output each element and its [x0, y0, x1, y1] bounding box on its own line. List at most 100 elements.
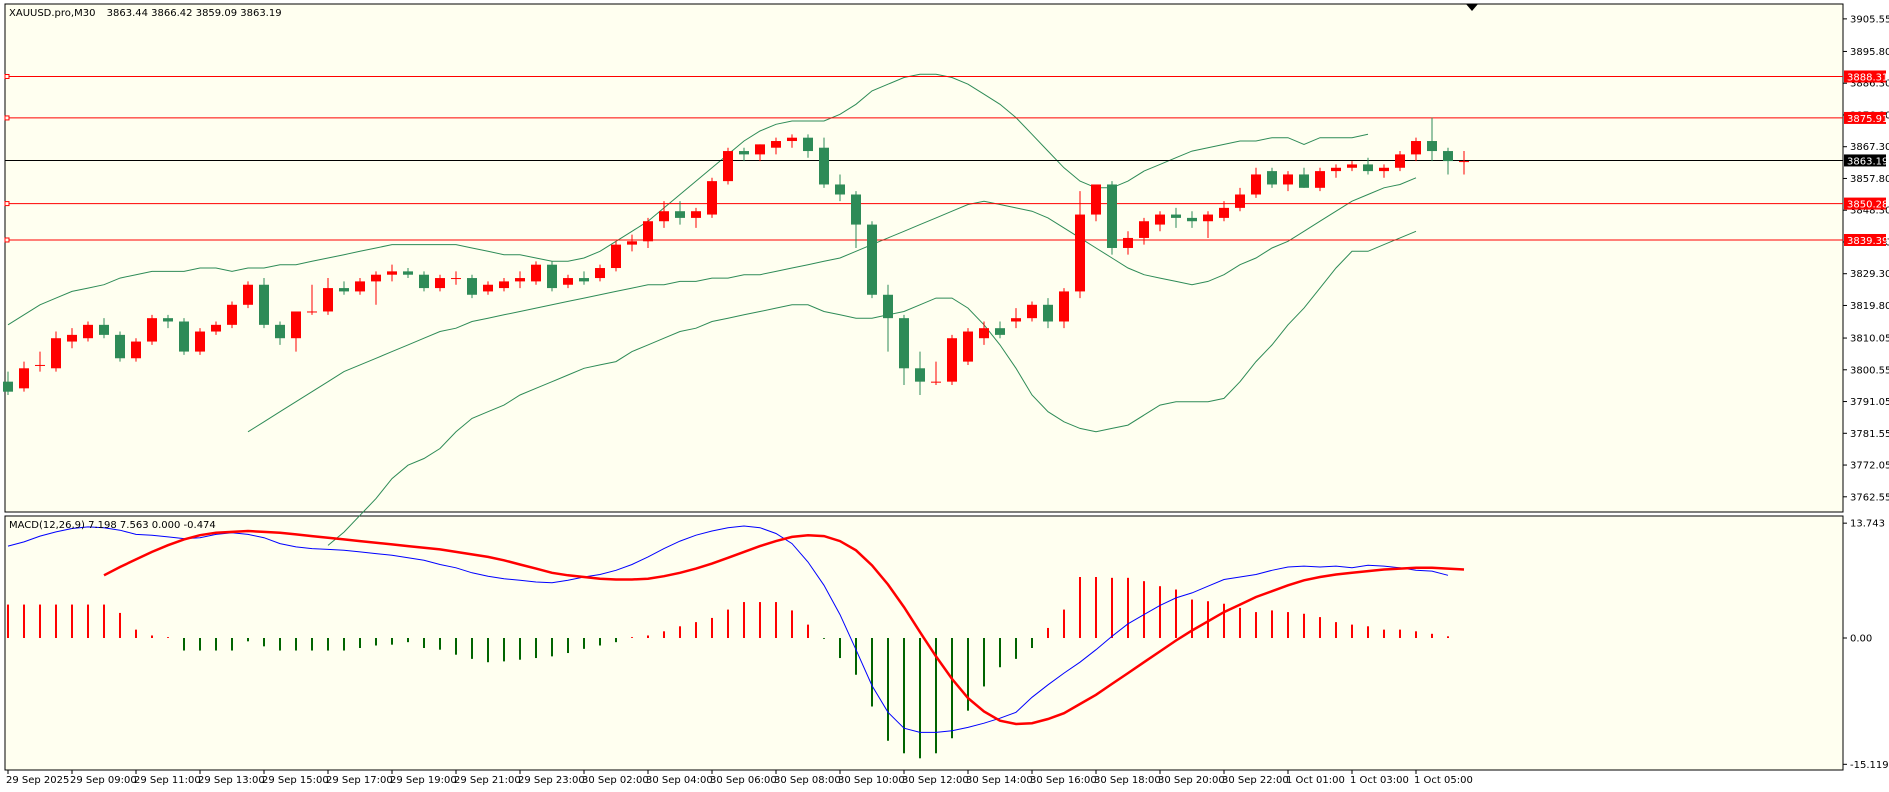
candle-body	[179, 321, 189, 352]
time-tick-label: 1 Oct 01:00	[1286, 775, 1345, 786]
candle	[1059, 288, 1069, 329]
price-tick-label: 3895.80	[1850, 47, 1889, 58]
candle	[627, 234, 637, 252]
candle-body	[1299, 174, 1309, 188]
candle-body	[851, 194, 861, 225]
candle	[467, 274, 477, 299]
candle	[1331, 164, 1341, 178]
candle	[691, 207, 701, 228]
level-price-badge	[1844, 233, 1886, 246]
horizontal-levels[interactable]: 3888.31 3875.91 3850.28 3839.39 3863.19	[4, 70, 1888, 247]
bb-middle-line	[247, 177, 1417, 433]
candle	[1251, 167, 1261, 198]
chart-shift-marker-icon[interactable]	[1466, 4, 1478, 11]
level-anchor-handle[interactable]	[4, 201, 10, 207]
macd-signal-line	[103, 529, 1465, 726]
candle	[83, 321, 93, 342]
time-tick-label: 30 Sep 06:00	[710, 775, 777, 786]
price-tick-label: 3791.05	[1850, 397, 1889, 408]
candle	[99, 318, 109, 339]
candle	[739, 147, 749, 162]
level-price-label: 3888.31	[1847, 72, 1888, 83]
candle	[1443, 147, 1453, 175]
candle-body	[1331, 167, 1341, 172]
candle-body	[371, 274, 381, 282]
candle	[835, 174, 845, 202]
candle	[275, 321, 285, 345]
candle	[259, 278, 269, 329]
time-tick-label: 29 Sep 11:00	[134, 775, 201, 786]
candle-body	[339, 288, 349, 292]
candle-body	[963, 331, 973, 362]
candle	[163, 314, 173, 329]
price-panel[interactable]	[4, 3, 1844, 513]
time-tick-label: 30 Sep 04:00	[646, 775, 713, 786]
candle-body	[1091, 184, 1101, 215]
candle	[1043, 298, 1053, 329]
macd-main-line	[7, 525, 1449, 733]
candle	[195, 328, 205, 355]
candle	[451, 271, 461, 285]
time-tick-label: 29 Sep 09:00	[70, 775, 137, 786]
price-tick-label: 3819.80	[1850, 301, 1889, 312]
candle-body	[1235, 194, 1245, 208]
candle-body	[227, 304, 237, 325]
candle	[1411, 137, 1421, 162]
candle	[227, 301, 237, 329]
candle	[435, 274, 445, 292]
time-tick-label: 30 Sep 16:00	[1030, 775, 1097, 786]
candle	[787, 134, 797, 148]
candle-body	[1075, 214, 1085, 292]
candle-body	[771, 141, 781, 148]
candle	[1187, 211, 1197, 228]
candlestick-series	[3, 117, 1469, 396]
level-anchor-handle[interactable]	[4, 73, 10, 79]
level-price-badge	[1844, 197, 1886, 210]
candle	[1091, 184, 1101, 222]
candle	[1427, 117, 1437, 162]
bollinger-bands	[7, 73, 1417, 546]
candle	[403, 268, 413, 279]
candle-body	[467, 278, 477, 295]
candle	[995, 321, 1005, 339]
candle	[323, 278, 333, 315]
candle-body	[1043, 304, 1053, 322]
candle-body	[787, 137, 797, 142]
candle	[1203, 211, 1213, 238]
candle-body	[1427, 141, 1437, 152]
time-tick-label: 29 Sep 17:00	[326, 775, 393, 786]
price-tick-label: 3800.55	[1850, 365, 1889, 376]
macd-lines	[7, 525, 1465, 733]
candle-body	[483, 284, 493, 292]
level-anchor-handle[interactable]	[4, 237, 10, 243]
price-tick-label: 3772.05	[1850, 461, 1889, 472]
level-price-label: 3839.39	[1847, 236, 1888, 247]
current-price-badge	[1844, 154, 1886, 167]
macd-tick-label: 0.00	[1850, 633, 1872, 644]
candle-body	[1155, 214, 1165, 225]
candle-body	[883, 294, 893, 319]
candle	[915, 351, 925, 396]
price-tick-label: 3905.55	[1850, 14, 1889, 25]
candle	[515, 271, 525, 289]
candle	[1011, 308, 1021, 329]
candle-body	[867, 224, 877, 295]
candle	[211, 321, 221, 335]
candle	[1267, 167, 1277, 188]
candle-body	[835, 184, 845, 195]
candle	[931, 361, 941, 385]
candle	[1299, 167, 1309, 188]
candle-body	[35, 364, 45, 366]
candle	[819, 137, 829, 188]
candle	[419, 271, 429, 292]
candle	[899, 314, 909, 385]
candle-body	[819, 147, 829, 185]
candle-body	[1203, 214, 1213, 222]
candle	[675, 201, 685, 225]
candle-body	[291, 311, 301, 339]
level-anchor-handle[interactable]	[4, 115, 10, 121]
candle-body	[1011, 318, 1021, 322]
candle-body	[979, 328, 989, 339]
candle-body	[1459, 161, 1469, 163]
